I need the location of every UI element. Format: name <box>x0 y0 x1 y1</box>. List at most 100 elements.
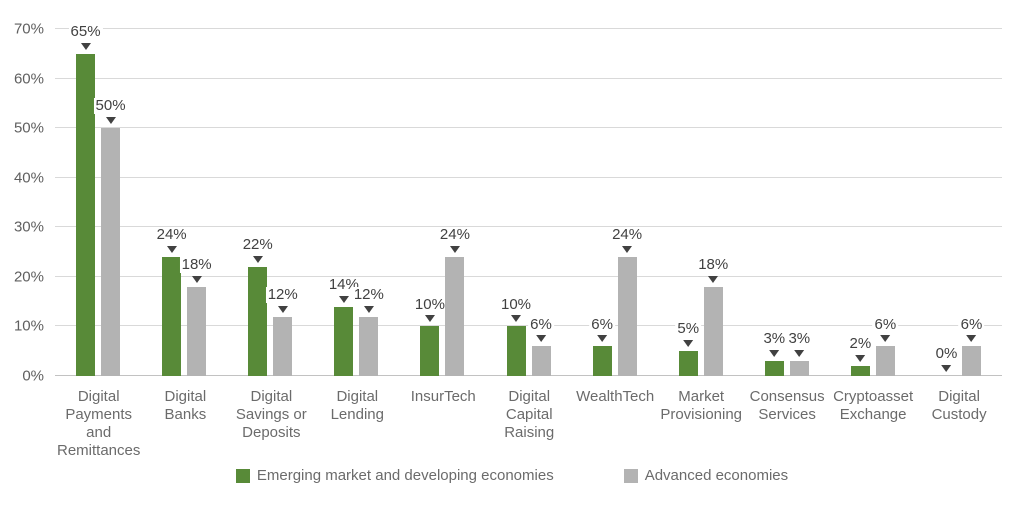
x-axis-label: Digital Capital Raising <box>504 388 555 441</box>
legend-label-emerging: Emerging market and developing economies <box>256 467 554 484</box>
x-axis-label: Cryptoasset Exchange <box>833 388 914 423</box>
bar-advanced: 6% <box>958 316 985 376</box>
bar-emerging: 14% <box>326 277 361 376</box>
down-triangle-icon <box>252 255 263 263</box>
bar-advanced: 12% <box>351 287 386 376</box>
bar-emerging: 65% <box>68 24 103 376</box>
bar-emerging: 3% <box>761 331 788 376</box>
down-triangle-icon <box>424 315 435 323</box>
category-column: 0% 6% <box>916 29 1002 376</box>
value-label: 6% <box>872 315 899 343</box>
down-triangle-icon <box>191 275 202 283</box>
bar-emerging: 5% <box>675 321 702 376</box>
value-label: 12% <box>265 285 300 313</box>
x-axis-label: Market Provisioning <box>660 388 743 423</box>
bar-advanced: 12% <box>265 287 300 376</box>
x-axis-label: Digital Savings or Deposits <box>235 388 307 441</box>
legend-item-advanced: Advanced economies <box>623 467 789 484</box>
value-label-text: 12% <box>351 285 386 303</box>
down-triangle-icon <box>80 42 91 50</box>
category-column: 3% 3% <box>744 29 830 376</box>
bar-emerging: 24% <box>154 227 189 376</box>
value-label-text: 22% <box>240 236 275 254</box>
down-triangle-icon <box>769 350 780 358</box>
y-tick-label-50: 50% <box>13 119 44 137</box>
gridline-0 <box>55 375 1002 376</box>
bar-pair: 65% 50% <box>68 24 128 376</box>
down-triangle-icon <box>597 335 608 343</box>
category-column: 2% 6% <box>830 29 916 376</box>
value-label: 18% <box>179 256 214 283</box>
down-triangle-icon <box>855 355 866 363</box>
down-triangle-icon <box>363 305 374 313</box>
down-triangle-icon <box>536 335 547 343</box>
y-tick-label-40: 40% <box>13 169 44 187</box>
value-label: 14% <box>326 275 361 303</box>
down-triangle-icon <box>966 335 977 343</box>
down-triangle-icon <box>511 315 522 323</box>
bar-pair: 10% 24% <box>412 29 472 376</box>
category-column: 6% 24% <box>572 29 658 376</box>
legend-swatch-emerging <box>235 468 250 483</box>
down-triangle-icon <box>941 365 952 372</box>
value-label: 2% <box>847 335 874 363</box>
category-column: 10% 24% <box>399 29 485 376</box>
gridline-40 <box>55 176 1002 178</box>
y-tick-label-30: 30% <box>13 218 44 236</box>
down-triangle-icon <box>166 246 177 254</box>
value-label: 3% <box>786 330 813 358</box>
value-label: 5% <box>675 321 702 348</box>
value-label: 6% <box>958 315 985 343</box>
bar-advanced: 24% <box>610 227 645 376</box>
down-triangle-icon <box>880 335 891 343</box>
y-tick-label-20: 20% <box>13 268 44 286</box>
bar-pair: 22% 12% <box>240 29 300 376</box>
value-label-text: 0% <box>933 345 960 363</box>
bar-advanced: 50% <box>93 98 128 376</box>
x-axis-label: Digital Banks <box>164 388 207 423</box>
category-column: 10% 6% <box>485 29 571 376</box>
down-triangle-icon <box>449 246 460 254</box>
x-axis-label: WealthTech <box>576 388 655 405</box>
value-label-text: 6% <box>958 315 985 333</box>
category-column: 22% 12% <box>227 29 313 376</box>
x-axis-labels: Digital Payments and Remittances Digital … <box>55 388 1002 460</box>
value-label-text: 2% <box>847 335 874 353</box>
value-label-text: 6% <box>589 315 615 333</box>
value-label: 3% <box>761 331 788 358</box>
bar-emerging: 2% <box>847 336 874 376</box>
bar-pair: 5% 18% <box>675 29 731 376</box>
bar-pair: 10% 6% <box>499 29 554 376</box>
plot-columns: 65% 50% 24% 18% 22% 12% 14% 12% 10% 24% 10% 6% 6% 24%… <box>55 24 1002 376</box>
x-axis-label: Digital Payments and Remittances <box>57 388 141 459</box>
y-tick-label-10: 10% <box>13 317 44 335</box>
value-label: 24% <box>610 226 645 254</box>
category-column: 5% 18% <box>658 29 744 376</box>
value-label-text: 24% <box>437 226 472 244</box>
down-triangle-icon <box>338 295 349 303</box>
value-label-text: 24% <box>610 226 645 244</box>
value-label: 6% <box>589 315 615 343</box>
bar-emerging: 22% <box>240 237 275 376</box>
value-label-text: 14% <box>326 275 361 293</box>
value-label-text: 12% <box>265 285 300 303</box>
value-label: 10% <box>412 296 447 323</box>
category-column: 14% 12% <box>313 29 399 376</box>
down-triangle-icon <box>708 275 719 283</box>
value-label: 50% <box>93 97 128 125</box>
legend-label-advanced: Advanced economies <box>644 467 789 484</box>
bar-pair: 6% 24% <box>589 29 645 376</box>
bar-pair: 24% 18% <box>154 29 214 376</box>
value-label-text: 6% <box>872 315 899 333</box>
value-label-text: 18% <box>179 256 214 274</box>
gridline-50 <box>55 127 1002 129</box>
bar-pair: 2% 6% <box>847 29 899 376</box>
plot-area: 65% 50% 24% 18% 22% 12% 14% 12% 10% 24% 10% 6% 6% 24%… <box>14 22 1002 384</box>
value-label-text: 50% <box>93 97 128 115</box>
value-label-text: 6% <box>528 315 554 333</box>
value-label-text: 3% <box>786 330 813 348</box>
value-label: 10% <box>499 295 534 323</box>
value-label-text: 10% <box>499 295 534 313</box>
down-triangle-icon <box>622 246 633 254</box>
value-label: 18% <box>696 257 731 283</box>
